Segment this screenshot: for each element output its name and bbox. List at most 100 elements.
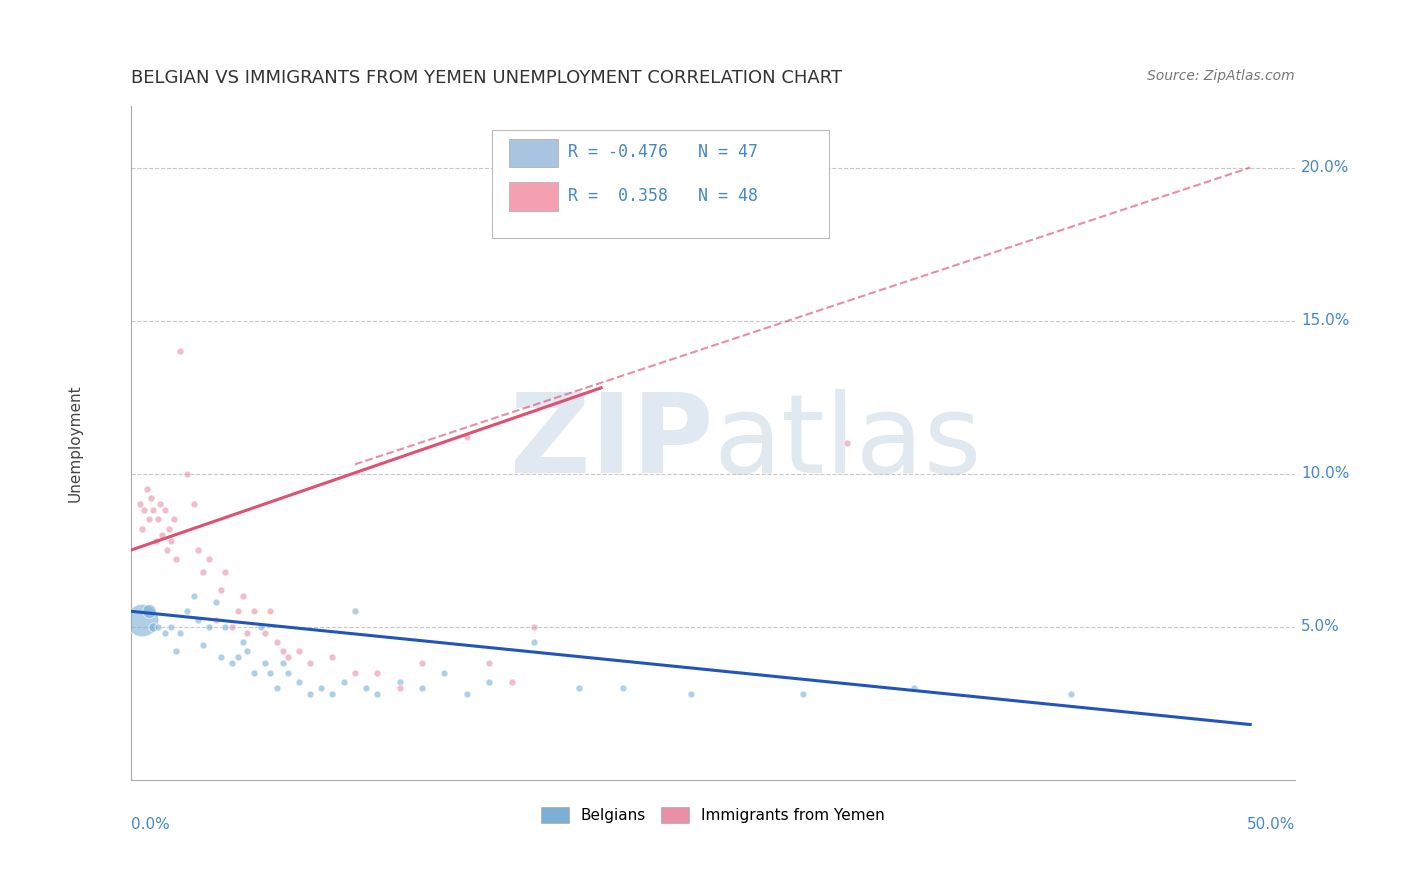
Point [271, 657, 294, 671]
Point [214, 619, 236, 633]
Point [205, 595, 228, 609]
Point [160, 619, 183, 633]
Point [198, 552, 221, 566]
Text: atlas: atlas [713, 390, 981, 497]
Point [146, 619, 169, 633]
Point [142, 503, 165, 517]
Point [183, 497, 205, 511]
Point [176, 467, 198, 481]
Point [254, 625, 277, 640]
Point [321, 687, 343, 701]
Point [254, 657, 277, 671]
Point [266, 681, 288, 695]
Point [187, 543, 209, 558]
Point [523, 635, 546, 649]
Text: Source: ZipAtlas.com: Source: ZipAtlas.com [1147, 70, 1295, 83]
Text: 50.0%: 50.0% [1247, 817, 1295, 831]
Text: 5.0%: 5.0% [1301, 619, 1340, 634]
Text: R =  0.358   N = 48: R = 0.358 N = 48 [568, 186, 758, 205]
Point [160, 533, 183, 548]
Point [150, 528, 173, 542]
FancyBboxPatch shape [509, 182, 558, 211]
Point [205, 614, 228, 628]
Point [236, 644, 259, 658]
Point [679, 687, 702, 701]
Point [228, 650, 250, 665]
Point [433, 665, 456, 680]
Point [134, 503, 156, 517]
Point [156, 543, 179, 558]
Point [157, 522, 180, 536]
Point [146, 512, 169, 526]
Point [277, 665, 299, 680]
Point [243, 665, 266, 680]
Point [165, 644, 187, 658]
Point [523, 619, 546, 633]
Point [299, 687, 322, 701]
Point [221, 657, 243, 671]
Point [332, 674, 354, 689]
Point [343, 665, 366, 680]
Point [191, 565, 214, 579]
Point [1060, 687, 1083, 701]
Text: 0.0%: 0.0% [131, 817, 170, 831]
Point [209, 582, 232, 597]
Point [792, 687, 814, 701]
Point [183, 589, 205, 603]
Text: R = -0.476   N = 47: R = -0.476 N = 47 [568, 143, 758, 161]
Point [191, 638, 214, 652]
Point [176, 604, 198, 618]
Text: 10.0%: 10.0% [1301, 466, 1350, 481]
Point [198, 619, 221, 633]
FancyBboxPatch shape [492, 130, 830, 237]
Point [478, 674, 501, 689]
Text: ZIP: ZIP [509, 390, 713, 497]
Point [837, 436, 859, 450]
Point [266, 635, 288, 649]
Point [456, 687, 478, 701]
Point [411, 681, 433, 695]
Point [165, 552, 187, 566]
Point [214, 565, 236, 579]
Point [145, 533, 167, 548]
Point [221, 619, 243, 633]
Point [228, 604, 250, 618]
Point [138, 512, 160, 526]
Point [209, 650, 232, 665]
Point [288, 644, 311, 658]
Point [568, 681, 591, 695]
Point [311, 681, 333, 695]
Point [149, 497, 172, 511]
Point [321, 650, 343, 665]
Point [903, 681, 925, 695]
Point [243, 604, 266, 618]
Point [142, 619, 165, 633]
Point [456, 430, 478, 444]
Point [232, 589, 254, 603]
Point [612, 681, 634, 695]
Point [388, 674, 411, 689]
Point [250, 619, 273, 633]
Point [129, 497, 152, 511]
Text: BELGIAN VS IMMIGRANTS FROM YEMEN UNEMPLOYMENT CORRELATION CHART: BELGIAN VS IMMIGRANTS FROM YEMEN UNEMPLO… [131, 70, 842, 87]
Point [232, 635, 254, 649]
Point [259, 604, 281, 618]
Point [153, 625, 176, 640]
Point [478, 657, 501, 671]
Point [277, 650, 299, 665]
Point [162, 512, 184, 526]
FancyBboxPatch shape [509, 138, 558, 167]
Point [411, 657, 433, 671]
Point [169, 344, 191, 359]
Point [138, 604, 160, 618]
Point [131, 522, 153, 536]
Point [271, 644, 294, 658]
Text: 15.0%: 15.0% [1301, 313, 1350, 328]
Point [131, 614, 153, 628]
Point [366, 687, 388, 701]
Point [343, 604, 366, 618]
Point [299, 657, 322, 671]
Point [169, 625, 191, 640]
Point [236, 625, 259, 640]
Legend: Belgians, Immigrants from Yemen: Belgians, Immigrants from Yemen [536, 801, 891, 830]
